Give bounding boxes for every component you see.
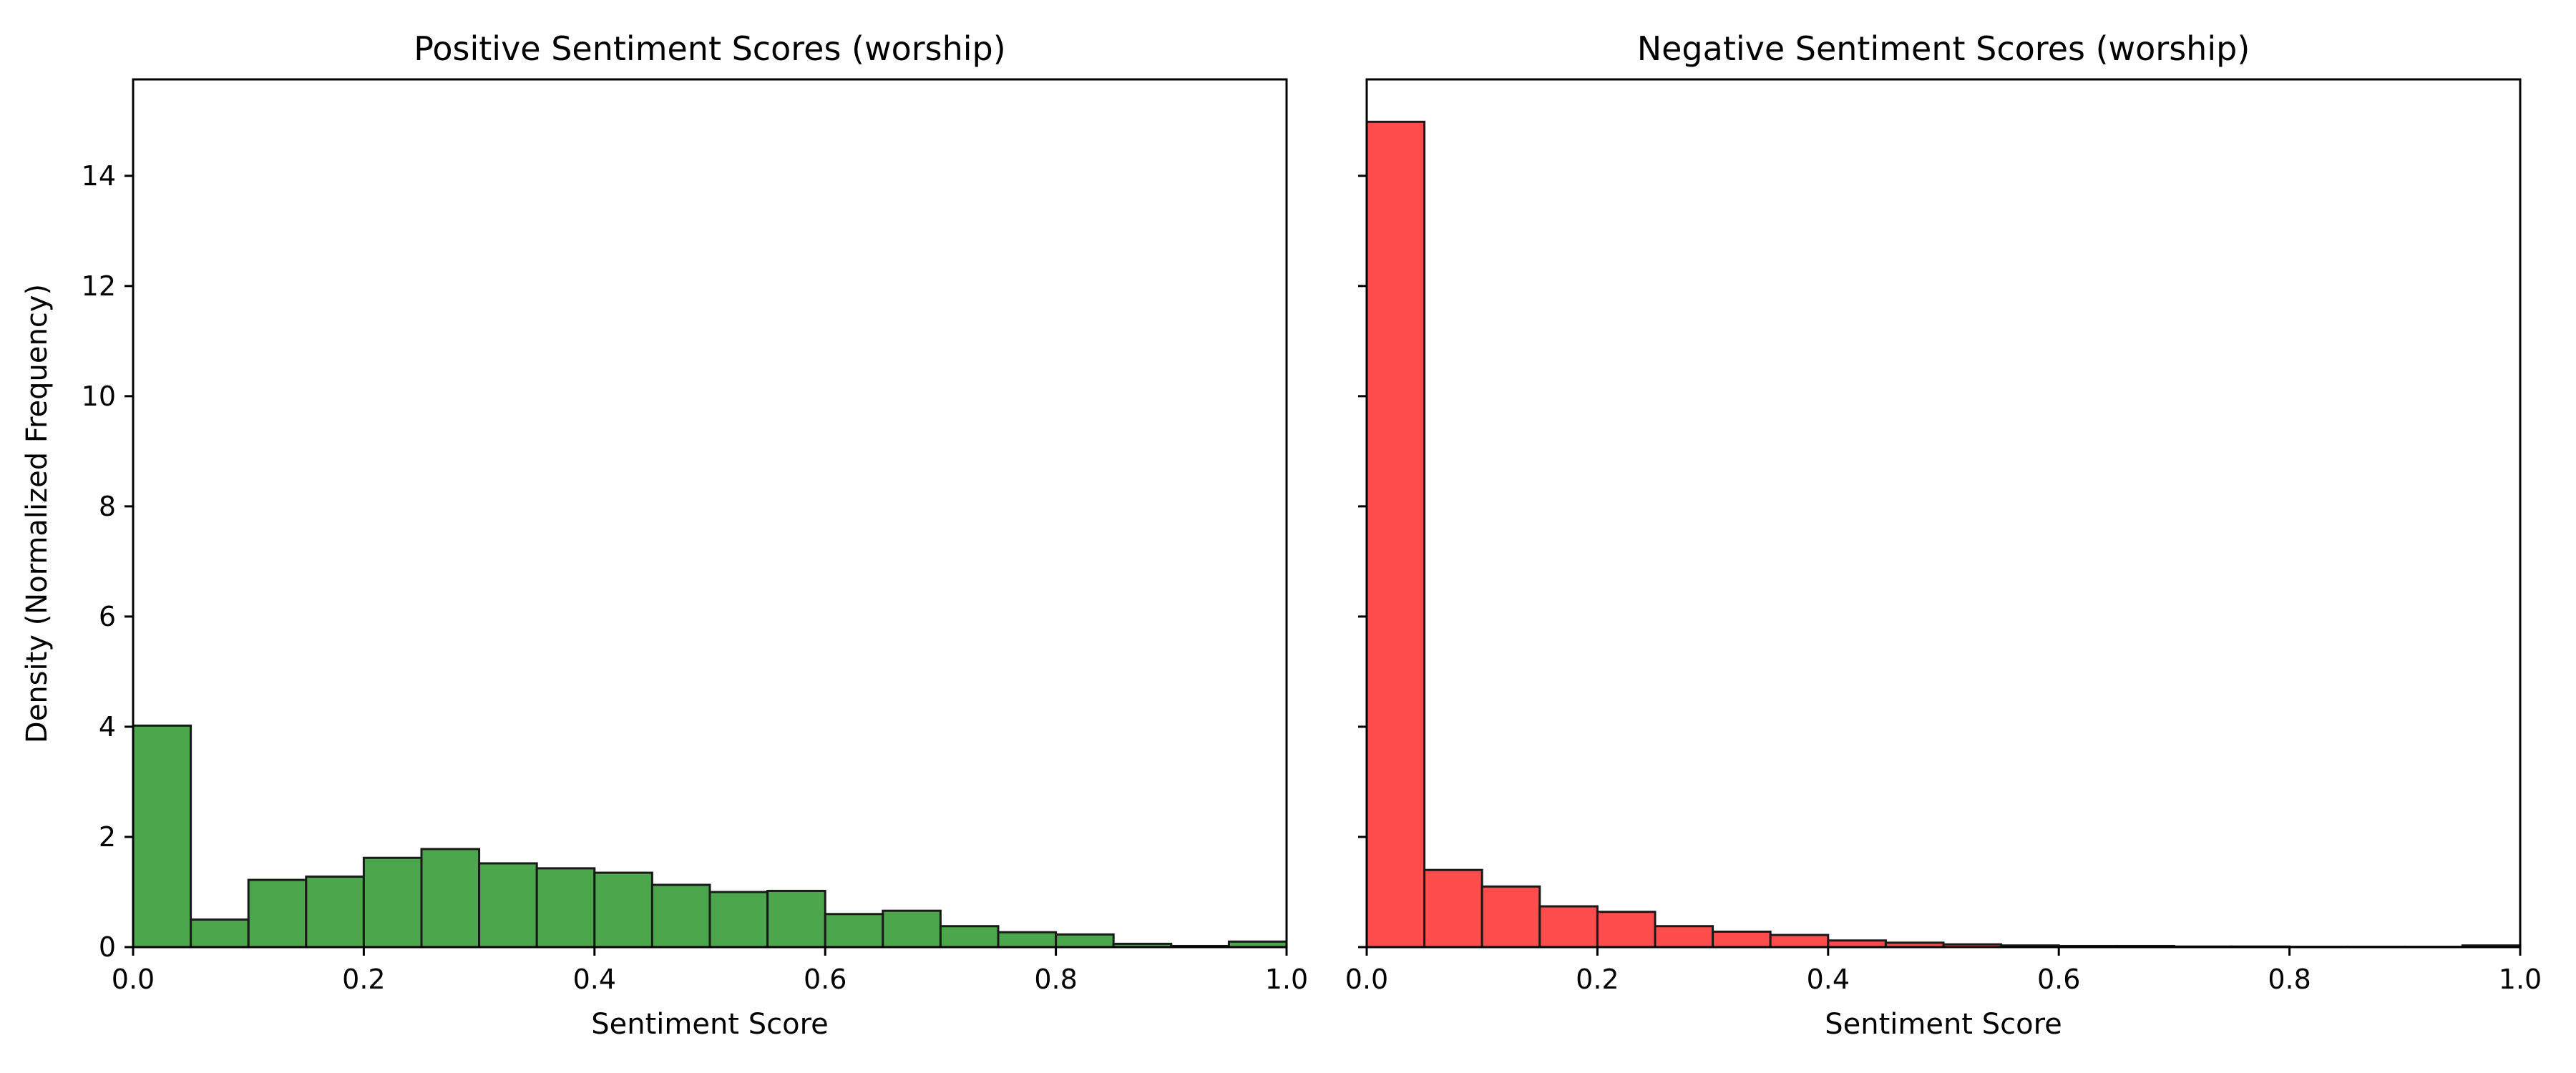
positive-x-tick-label: 1.0 xyxy=(1265,964,1308,995)
negative-bar xyxy=(1769,934,1830,949)
negative-x-tick-label: 0.8 xyxy=(2268,964,2311,995)
negative-plot-frame xyxy=(1365,78,2522,949)
positive-bar xyxy=(1055,933,1115,949)
positive-y-tick-label: 2 xyxy=(99,821,116,853)
positive-y-tick-label: 4 xyxy=(99,711,116,743)
positive-plot-frame xyxy=(132,78,1288,949)
negative-bar xyxy=(1712,930,1772,949)
negative-sentiment-panel: Negative Sentiment Scores (worship) 0.0 0… xyxy=(1345,29,2542,1041)
positive-x-tick-label: 0.4 xyxy=(573,964,616,995)
negative-x-tick-label: 0.2 xyxy=(1576,964,1619,995)
negative-bar xyxy=(1654,925,1714,949)
positive-y-tick-label: 10 xyxy=(82,381,116,412)
positive-bar xyxy=(708,891,769,949)
negative-bar xyxy=(1596,911,1657,949)
positive-bar xyxy=(247,878,308,949)
positive-x-tick-label: 0.8 xyxy=(1034,964,1077,995)
negative-bar xyxy=(1480,885,1541,949)
positive-y-tick-label: 0 xyxy=(99,931,116,963)
positive-bar xyxy=(939,925,1000,949)
negative-x-tick-label: 0.4 xyxy=(1807,964,1850,995)
positive-bar xyxy=(190,918,250,949)
positive-bar xyxy=(420,848,481,949)
positive-x-tick-label: 0.0 xyxy=(112,964,155,995)
positive-y-tick-label: 14 xyxy=(82,160,116,192)
negative-x-axis-label: Sentiment Score xyxy=(1825,1008,2062,1041)
positive-bar xyxy=(997,931,1058,949)
positive-ticks: 0.0 0.2 0.4 0.6 0.8 1.0 0 2 4 6 8 10 12 14 xyxy=(82,160,1309,995)
negative-x-tick-label: 1.0 xyxy=(2499,964,2542,995)
positive-bar xyxy=(882,909,942,949)
negative-x-tick-label: 0.6 xyxy=(2037,964,2080,995)
negative-ticks: 0.0 0.2 0.4 0.6 0.8 1.0 xyxy=(1345,175,2542,995)
positive-bar xyxy=(650,883,711,949)
negative-bars xyxy=(1365,120,2522,949)
negative-bar xyxy=(1365,120,1426,949)
positive-y-tick-label: 8 xyxy=(99,491,116,522)
positive-bar xyxy=(478,862,538,949)
negative-chart-title: Negative Sentiment Scores (worship) xyxy=(1637,29,2250,68)
positive-sentiment-panel: Positive Sentiment Scores (worship) 0.0 0… xyxy=(82,29,1309,1041)
positive-bar xyxy=(132,724,192,949)
positive-bar xyxy=(593,871,653,949)
positive-bar xyxy=(824,913,884,949)
positive-x-tick-label: 0.2 xyxy=(342,964,385,995)
positive-y-tick-label: 12 xyxy=(82,270,116,302)
negative-x-tick-label: 0.0 xyxy=(1345,964,1388,995)
y-axis-label: Density (Normalized Frequency) xyxy=(21,284,54,743)
negative-bar xyxy=(1423,868,1483,949)
positive-x-axis-label: Sentiment Score xyxy=(591,1008,829,1041)
positive-bar xyxy=(305,875,365,949)
positive-y-tick-label: 6 xyxy=(99,601,116,632)
positive-chart-title: Positive Sentiment Scores (worship) xyxy=(414,29,1005,68)
positive-bars xyxy=(132,724,1288,949)
negative-bar xyxy=(1538,905,1599,949)
positive-x-tick-label: 0.6 xyxy=(804,964,847,995)
positive-bar xyxy=(766,889,826,949)
positive-bar xyxy=(362,856,423,949)
positive-bar xyxy=(535,867,596,949)
